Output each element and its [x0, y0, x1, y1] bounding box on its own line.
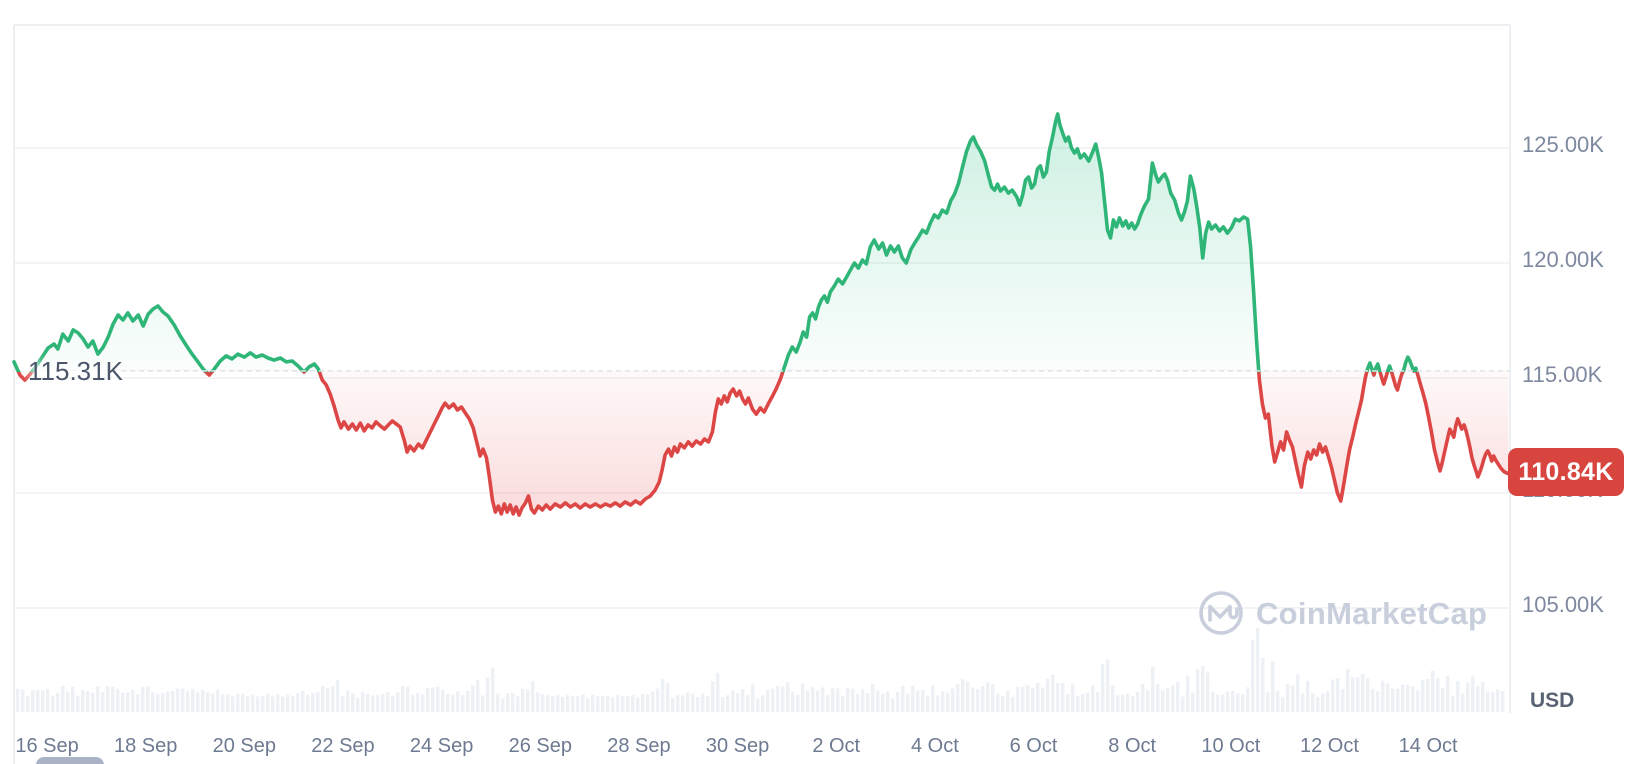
currency-unit-label: USD	[1530, 689, 1575, 712]
coinmarketcap-logo-icon	[1199, 591, 1243, 635]
range-slider-handle[interactable]	[36, 757, 104, 764]
coinmarketcap-watermark: CoinMarketCap	[1196, 588, 1487, 638]
x-axis-label: 6 Oct	[1009, 735, 1058, 757]
y-axis-label: 115.00K	[1522, 362, 1603, 387]
x-axis-label: 30 Sep	[705, 735, 770, 757]
price-line-above-open	[12, 112, 1419, 373]
x-axis-label: 24 Sep	[409, 735, 474, 757]
x-axis-label: 16 Sep	[15, 735, 79, 757]
y-axis-label: 120.00K	[1522, 247, 1604, 272]
x-axis-label: 28 Sep	[607, 735, 671, 757]
x-axis-label: 10 Oct	[1201, 735, 1261, 757]
x-axis-label: 26 Sep	[508, 735, 572, 757]
x-axis-label: 22 Sep	[311, 735, 375, 757]
x-axis-label: 14 Oct	[1398, 735, 1458, 757]
last-price-badge: 110.84K	[1508, 448, 1624, 496]
coinmarketcap-watermark-text: CoinMarketCap	[1256, 596, 1488, 631]
volume-bars	[16, 628, 1505, 712]
x-axis-label: 2 Oct	[812, 735, 861, 757]
x-axis-label: 18 Sep	[113, 735, 178, 757]
price-line-below-open	[15, 369, 1511, 517]
chart-frame	[13, 24, 1511, 764]
x-axis-label: 8 Oct	[1108, 735, 1157, 757]
y-axis-label: 125.00K	[1522, 132, 1604, 157]
x-axis-label: 4 Oct	[910, 735, 959, 757]
y-axis-label: 105.00K	[1522, 592, 1604, 617]
x-axis-label: 12 Oct	[1300, 735, 1359, 757]
open-price-label: 115.31K	[28, 356, 123, 386]
price-series	[12, 112, 1511, 517]
x-axis-label: 20 Sep	[212, 735, 277, 757]
